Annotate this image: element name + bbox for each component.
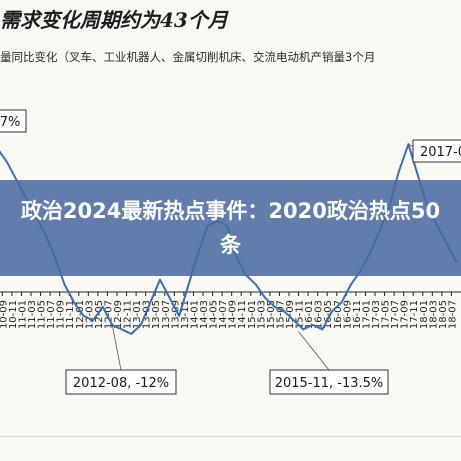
x-tick-label: 18-01: [419, 300, 430, 329]
x-tick-label: 12-07: [103, 300, 114, 329]
x-tick-label: 14-01: [189, 300, 200, 329]
x-tick-label: 18-05: [438, 300, 449, 329]
data-point: [312, 324, 314, 326]
data-point: [140, 324, 142, 326]
x-tick-label: 12-03: [84, 300, 95, 329]
x-tick-label: 11-07: [46, 300, 57, 329]
x-tick-label: 16-05: [323, 300, 334, 329]
data-point: [63, 283, 66, 285]
headline-overlay[interactable]: 政治2024最新热点事件：2020政治热点50条: [0, 180, 461, 276]
data-point: [340, 301, 343, 304]
x-tick-label: 17-01: [361, 300, 372, 329]
x-tick-label: 11-11: [65, 300, 76, 329]
data-point: [350, 283, 352, 285]
data-point: [293, 319, 295, 322]
data-point: [149, 301, 152, 304]
x-tick-label: 11-05: [37, 300, 48, 329]
data-point: [121, 328, 123, 331]
data-point: [101, 306, 104, 308]
x-tick-label: 12-09: [113, 300, 124, 329]
x-tick-label: 16-09: [342, 300, 353, 329]
chart-plot: 10-0710-0910-1111-0111-0311-0511-0711-09…: [0, 109, 461, 395]
annotation-box: [269, 369, 389, 395]
data-point: [159, 278, 161, 281]
x-tick-label: 15-09: [285, 300, 296, 329]
x-tick-label: 14-07: [218, 300, 229, 329]
data-point: [82, 315, 85, 317]
chart-title: 需求变化周期约为43个月: [0, 8, 228, 32]
x-tick-label: 13-01: [132, 300, 143, 329]
x-tick-label: 11-03: [27, 300, 38, 329]
data-point: [178, 315, 180, 317]
x-tick-label: 16-07: [333, 300, 344, 329]
x-tick-label: 15-03: [256, 300, 267, 329]
data-point: [73, 301, 75, 304]
annotation-box: [0, 109, 27, 133]
data-point: [130, 333, 133, 335]
x-tick-label: 11-01: [17, 300, 28, 329]
x-tick-label: 13-03: [142, 300, 153, 329]
x-tick-label: 17-07: [390, 300, 401, 329]
x-tick-label: 13-05: [151, 300, 162, 329]
annotation-box: [412, 139, 461, 163]
chart-subtitle: 量同比变化（叉车、工业机器人、金属切削机床、交流电动机产销量3个月: [0, 50, 376, 64]
annotation-label: 2012-08, -12%: [73, 376, 169, 391]
data-point: [331, 310, 333, 313]
bottom-divider: [0, 436, 461, 437]
headline-overlay-text[interactable]: 政治2024最新热点事件：2020政治热点50条: [20, 199, 441, 257]
x-tick-label: 12-01: [75, 300, 86, 329]
x-tick-label: 12-11: [123, 300, 134, 329]
x-tick-label: 13-07: [161, 300, 172, 329]
x-tick-label: 16-01: [304, 300, 315, 329]
annotation-pointer: [298, 331, 330, 371]
data-point: [417, 175, 419, 177]
data-point: [168, 297, 171, 299]
x-tick-label: 16-03: [314, 300, 325, 329]
annotation-label: 2015-11, -13.5%: [275, 376, 384, 391]
x-tick-label: 15-07: [275, 300, 286, 329]
x-tick-label: 14-09: [228, 300, 239, 329]
x-tick-label: 18-07: [447, 300, 458, 329]
x-tick-label: 14-03: [199, 300, 210, 329]
annotation-label: 7%: [0, 115, 20, 130]
x-tick-label: 16-11: [352, 300, 363, 329]
annotation-label: 2017-0: [420, 145, 461, 160]
x-tick-label: 17-05: [381, 300, 392, 329]
x-tick-label: 10-11: [8, 300, 19, 329]
x-tick-label: 11-09: [56, 300, 67, 329]
x-tick-label: 18-03: [428, 300, 439, 329]
x-tick-label: 17-11: [409, 300, 420, 329]
x-tick-label: 13-11: [180, 300, 191, 329]
x-tick-label: 17-09: [400, 300, 411, 329]
x-tick-label: 14-05: [209, 300, 220, 329]
data-point: [321, 328, 324, 331]
x-tick-label: 17-03: [371, 300, 382, 329]
data-point: [254, 283, 257, 285]
data-point: [264, 297, 266, 299]
x-tick-label: 12-05: [94, 300, 105, 329]
x-tick-label: 15-05: [266, 300, 277, 329]
x-tick-label: 14-11: [237, 300, 248, 329]
annotation-pointer: [111, 324, 122, 371]
x-tick-label: 15-01: [247, 300, 258, 329]
data-point: [92, 319, 94, 322]
x-tick-label: 15-11: [295, 300, 306, 329]
data-point: [6, 161, 8, 164]
data-point: [273, 306, 276, 308]
x-tick-label: 13-09: [170, 300, 181, 329]
data-point: [283, 310, 286, 313]
data-point: [187, 283, 190, 285]
data-point: [398, 170, 400, 173]
data-point: [302, 328, 305, 331]
annotation-box: [65, 369, 177, 395]
x-tick-label: 10-09: [0, 300, 9, 329]
